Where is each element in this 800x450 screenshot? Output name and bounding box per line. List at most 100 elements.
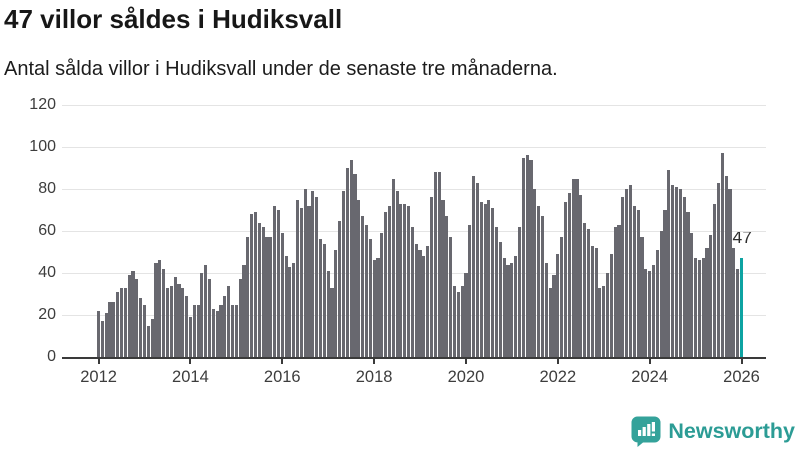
bar xyxy=(395,191,399,357)
x-axis-tick xyxy=(189,359,192,364)
y-axis-tick-label: 40 xyxy=(38,264,56,281)
bar xyxy=(521,157,525,357)
bar xyxy=(483,203,487,357)
bar xyxy=(131,270,135,357)
bar xyxy=(498,241,502,357)
bar xyxy=(456,291,460,357)
bar xyxy=(158,260,162,357)
bar xyxy=(694,258,698,357)
x-axis-line xyxy=(62,357,766,359)
bar xyxy=(250,214,254,357)
bar xyxy=(188,317,192,357)
bar xyxy=(127,275,131,357)
bar xyxy=(387,205,391,357)
bar xyxy=(330,287,334,357)
bar xyxy=(667,170,671,357)
gridline xyxy=(62,315,766,316)
bar xyxy=(533,189,537,357)
bar xyxy=(598,287,602,357)
bar xyxy=(678,189,682,357)
bar xyxy=(628,184,633,357)
bar xyxy=(391,178,395,357)
bar xyxy=(357,199,361,357)
bar xyxy=(464,273,468,357)
plot-area: 47 0 20 40 60 80 100 120 2012 2014 2016 2018 2020 20… xyxy=(0,95,800,400)
x-axis-tick-label: 2026 xyxy=(723,368,760,386)
logo-bubble-shape xyxy=(631,416,661,447)
bar xyxy=(169,285,173,357)
bar xyxy=(563,201,568,357)
bar xyxy=(284,256,288,357)
bar xyxy=(223,296,227,357)
bar xyxy=(192,304,196,357)
bar xyxy=(487,199,491,357)
bar xyxy=(560,237,564,357)
bar xyxy=(724,176,728,357)
bar xyxy=(116,291,120,357)
x-axis-tick xyxy=(373,359,376,364)
chart-subtitle: Antal sålda villor i Hudiksvall under de… xyxy=(4,58,558,80)
bar xyxy=(716,182,721,357)
bar xyxy=(663,210,667,357)
bar xyxy=(602,285,606,357)
bar xyxy=(514,256,518,357)
bar xyxy=(242,264,246,357)
bar xyxy=(211,308,215,357)
bar xyxy=(571,178,575,357)
bar xyxy=(640,237,644,357)
bar xyxy=(162,268,166,357)
bar xyxy=(364,224,369,357)
x-axis-tick xyxy=(556,359,559,364)
bar xyxy=(583,222,587,357)
bar xyxy=(422,256,426,357)
bar xyxy=(674,186,679,357)
bar xyxy=(590,245,594,357)
bar xyxy=(586,228,590,357)
bar xyxy=(552,275,556,357)
bar xyxy=(644,268,648,357)
gridline xyxy=(62,231,766,232)
bar xyxy=(548,287,552,357)
bar xyxy=(713,203,717,357)
x-axis-tick xyxy=(97,359,100,364)
bar xyxy=(701,258,705,357)
bar xyxy=(609,254,613,357)
bar xyxy=(181,287,185,357)
gridline xyxy=(62,105,766,106)
newsworthy-logo-icon xyxy=(631,416,661,447)
bar xyxy=(632,205,636,357)
bar xyxy=(468,224,472,357)
brand-name: Newsworthy xyxy=(668,419,795,443)
x-axis-tick xyxy=(740,359,743,364)
bar xyxy=(475,182,479,357)
bar xyxy=(690,233,694,357)
bar xyxy=(655,249,659,357)
bar xyxy=(479,201,483,357)
bar xyxy=(315,197,319,357)
bar xyxy=(502,258,506,357)
bar xyxy=(376,258,380,357)
bar xyxy=(732,247,736,357)
bar xyxy=(299,207,303,357)
bar xyxy=(273,205,277,357)
bar xyxy=(349,159,353,357)
bar xyxy=(139,298,143,357)
bar xyxy=(472,176,476,357)
bar xyxy=(506,264,510,357)
bar xyxy=(135,279,139,357)
bar xyxy=(705,247,709,357)
bar xyxy=(142,304,147,357)
bar xyxy=(613,226,617,357)
x-axis-tick-label: 2022 xyxy=(539,368,577,386)
bar xyxy=(648,270,652,357)
x-axis-tick xyxy=(464,359,467,364)
y-axis-tick-label: 20 xyxy=(38,306,56,323)
gridline xyxy=(62,147,766,148)
bar xyxy=(491,207,495,357)
bar xyxy=(540,216,545,357)
bar xyxy=(119,287,124,357)
bar xyxy=(257,222,261,357)
bar xyxy=(433,172,437,357)
bar xyxy=(403,203,407,357)
